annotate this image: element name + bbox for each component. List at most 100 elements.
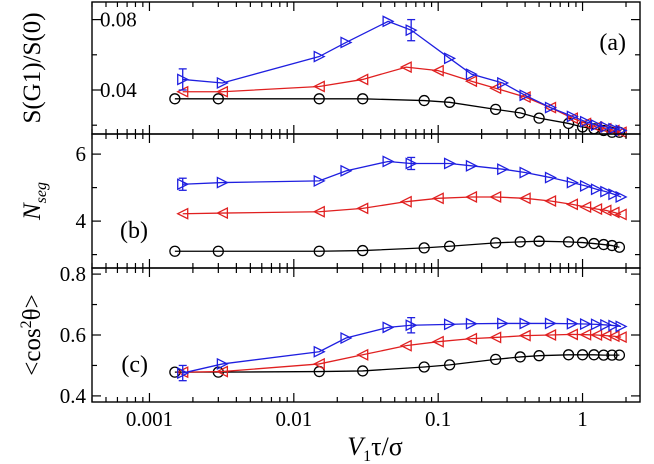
data-point-black-b [533,235,545,247]
data-point-red-b [312,205,325,218]
y-tick-label-c: 0.6 [60,323,86,347]
data-point-red-c [579,328,592,341]
data-point-red-b [599,204,612,217]
data-point-black-b [562,236,575,248]
data-point-black-b [418,242,430,254]
data-point-blue-c [382,321,395,334]
data-point-red-a [431,64,444,77]
data-point-blue-c [465,317,478,330]
data-point-blue-c [216,357,229,370]
data-point-blue-a [177,73,190,86]
data-point-black-c [533,350,545,362]
data-point-red-b [544,194,557,208]
panel-label-a: (a) [599,30,626,56]
data-point-blue-b [465,159,478,172]
data-point-red-c [565,328,579,341]
data-point-red-b [489,190,502,204]
data-point-red-b [464,190,478,204]
data-point-black-b [576,236,589,249]
data-point-red-c [399,339,412,352]
data-point-red-b [356,202,369,215]
data-point-red-a [489,82,502,95]
data-point-blue-b [519,166,532,179]
data-point-black-b [606,239,618,252]
data-point-red-c [312,357,325,370]
data-point-black-c [489,353,502,366]
panel-label-c: (c) [121,352,148,378]
data-point-red-a [464,75,478,88]
data-point-black-a [212,93,224,105]
data-point-blue-a [382,15,395,28]
panels-layer: 0.04 0.08 (a) S(G1)/S(0) 4 6 (b) Nseg 0.4 0.6 0.8 (… [18,1,641,408]
data-point-blue-a [615,124,628,137]
data-point-blue-a [566,110,579,123]
panel-label-b: (b) [120,218,148,244]
y-tick-label-c: 0.4 [60,384,87,408]
data-point-blue-c [497,317,510,330]
data-point-black-c [443,359,456,371]
data-point-red-c [464,332,478,345]
series-line-blue-c [182,322,622,374]
data-point-blue-c [544,317,557,330]
data-point-blue-a [519,89,532,102]
data-point-black-c [576,349,589,361]
data-point-blue-c [443,318,457,331]
data-point-blue-b [608,188,621,201]
data-point-blue-a [579,115,593,128]
data-point-red-b [176,207,189,220]
data-point-red-b [518,192,531,205]
data-point-blue-a [544,101,557,114]
data-point-red-b [579,200,592,214]
data-point-black-a [313,93,325,105]
data-point-blue-a [590,119,603,132]
data-point-blue-b [590,183,603,196]
data-point-blue-b [579,179,593,192]
y-tick-label-b: 6 [76,142,87,166]
x-axis-label-rest: τ/σ [371,432,403,461]
data-point-black-b [489,237,502,249]
y-axis-label-c: <cos2θ> [18,294,46,376]
data-point-red-a [599,122,612,135]
data-point-blue-a [313,50,326,63]
x-tick-label: 0.01 [275,407,312,431]
data-point-blue-c [590,318,603,331]
data-point-blue-b [405,157,418,170]
y-tick-label-c: 0.8 [60,262,86,286]
data-point-black-a [169,93,181,105]
data-point-blue-c [608,319,621,332]
data-point-black-c [562,349,575,361]
data-point-blue-c [566,317,579,330]
x-tick-label: 0.1 [425,407,451,431]
data-point-red-b [565,198,579,211]
data-point-black-b [212,245,224,257]
series-line-black-c [174,354,620,373]
data-point-black-b [169,245,181,257]
data-point-red-b [431,192,444,205]
data-point-black-a [533,112,545,124]
data-point-black-c [606,349,618,361]
data-point-red-a [399,61,412,74]
panel-b: 4 6 (b) Nseg [19,133,641,269]
x-axis-label-sub: 1 [363,448,371,464]
data-point-red-a [312,80,325,93]
data-point-black-b [443,240,456,252]
data-point-black-a [443,96,456,108]
data-point-blue-c [177,367,190,380]
data-point-black-a [357,93,369,105]
data-point-black-b [514,236,526,248]
data-point-blue-c [313,345,326,358]
data-point-red-c [518,329,531,342]
data-point-red-b [215,207,229,220]
data-point-red-c [614,331,627,344]
data-point-black-a [489,103,502,116]
data-point-blue-b [443,157,457,170]
x-tick-label: 1 [577,407,588,431]
data-point-red-b [399,195,412,208]
data-point-blue-a [497,76,510,90]
data-point-blue-c [600,318,613,332]
data-point-blue-b [382,155,395,168]
data-point-blue-b [600,185,613,198]
data-point-black-c [357,365,369,377]
data-point-black-c [514,351,526,363]
